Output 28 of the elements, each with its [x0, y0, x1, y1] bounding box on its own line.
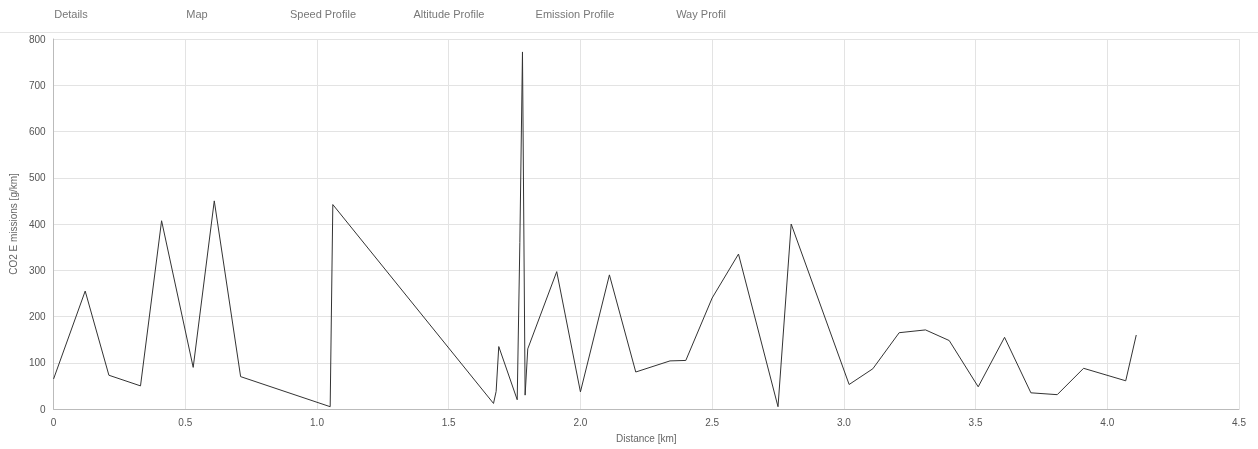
x-tick-label: 0	[50, 416, 57, 428]
y-tick-label: 400	[28, 218, 47, 230]
x-tick-label: 3.5	[968, 416, 983, 428]
y-tick-label: 700	[28, 79, 47, 91]
text: Way Profil	[675, 7, 727, 22]
text: Emission Profile	[534, 7, 616, 22]
x-tick-label: 1.5	[441, 416, 457, 428]
x-tick-label: 4.5	[1232, 416, 1247, 428]
line-series	[53, 51, 1137, 408]
text: Speed Profile	[288, 7, 357, 22]
x-tick-label: 4.0	[1100, 416, 1115, 428]
text: Details	[53, 7, 89, 22]
y-tick-label: 500	[28, 172, 47, 184]
y-tick-label: 800	[28, 33, 47, 45]
x-axis-title: Distance [km]	[616, 432, 677, 444]
text: Map	[185, 7, 209, 22]
x-tick-label: 3.0	[836, 416, 852, 428]
y-tick-label: 0	[40, 403, 47, 415]
x-tick-label: 2.5	[705, 416, 720, 428]
y-axis-title: CO2 E missions [g/km]	[7, 172, 19, 275]
y-tick-label: 100	[28, 357, 47, 369]
x-tick-label: 2.0	[573, 416, 588, 428]
x-tick-label: 1.0	[310, 416, 325, 428]
y-tick-label: 300	[28, 264, 47, 276]
text: Altitude Profile	[412, 7, 486, 22]
y-tick-label: 200	[28, 311, 47, 322]
x-tick-label: 0.5	[178, 416, 193, 428]
y-tick-label: 600	[28, 126, 47, 137]
